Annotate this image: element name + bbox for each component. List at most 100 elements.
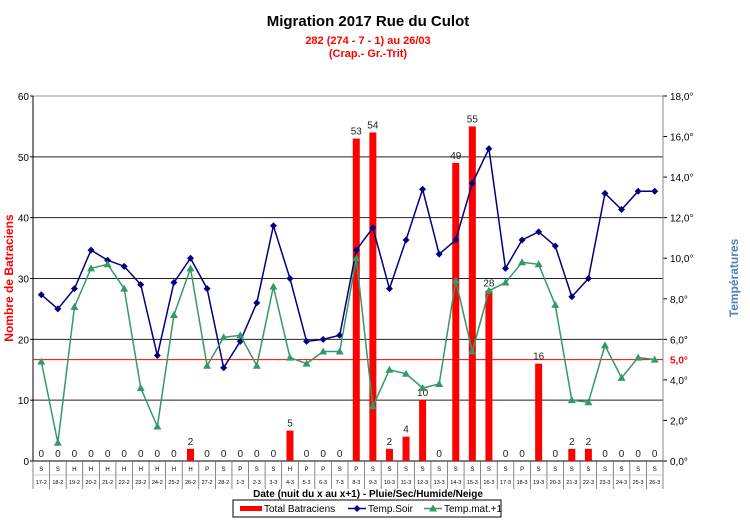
y-tick-label-right: 0,0° bbox=[670, 457, 688, 468]
legend bbox=[232, 499, 502, 518]
x-tick-label: 2-3 bbox=[253, 480, 261, 486]
x-tick-label: 16-3 bbox=[483, 480, 494, 486]
point-temp-soir bbox=[452, 236, 460, 244]
bar-data-label: 2 bbox=[188, 437, 194, 448]
point-temp-mat bbox=[169, 311, 178, 318]
bar-data-label: 2 bbox=[586, 437, 592, 448]
y-axis-label-left: Nombre de Batraciens bbox=[2, 214, 16, 342]
point-temp-soir bbox=[634, 187, 642, 195]
series-line-temp-mat bbox=[40, 258, 655, 443]
point-temp-mat bbox=[385, 365, 394, 373]
bar-data-label: 0 bbox=[237, 449, 243, 460]
y-tick-label-right: 6,0° bbox=[670, 335, 688, 346]
x-weather-label: P bbox=[520, 467, 524, 473]
x-tick-label: 17-2 bbox=[36, 480, 47, 486]
legend-swatch-bars bbox=[240, 506, 262, 511]
point-temp-mat bbox=[584, 398, 593, 406]
point-temp-mat bbox=[87, 264, 96, 272]
x-weather-label: S bbox=[636, 467, 640, 473]
bar bbox=[187, 448, 194, 461]
point-temp-soir bbox=[137, 281, 145, 289]
bar-data-label: 0 bbox=[271, 449, 277, 460]
point-temp-soir bbox=[435, 250, 443, 258]
reference-line-label: 5,0° bbox=[670, 356, 688, 367]
x-weather-label: S bbox=[371, 467, 375, 473]
legend-label: Total Batraciens bbox=[264, 504, 335, 515]
point-temp-soir bbox=[551, 242, 559, 250]
point-temp-mat bbox=[252, 361, 261, 369]
x-weather-label: H bbox=[72, 467, 76, 473]
x-weather-label: P bbox=[238, 467, 242, 473]
bar bbox=[385, 448, 393, 461]
x-weather-label: H bbox=[139, 467, 143, 473]
x-tick-label: 12-3 bbox=[417, 480, 428, 486]
bar-data-label: 0 bbox=[337, 449, 343, 460]
bar-data-label: 2 bbox=[387, 437, 393, 448]
point-temp-mat bbox=[53, 438, 62, 446]
x-axis-label: Date (nuit du x au x+1) - Pluie/Sec/Humi… bbox=[253, 489, 483, 500]
point-temp-mat bbox=[153, 422, 162, 430]
y-tick-label-right: 10,0° bbox=[670, 254, 693, 265]
x-weather-label: H bbox=[122, 467, 126, 473]
point-temp-soir bbox=[70, 285, 78, 293]
x-tick-label: 22-3 bbox=[583, 480, 594, 486]
point-temp-soir bbox=[485, 145, 493, 153]
x-weather-label: S bbox=[454, 467, 458, 473]
point-temp-soir bbox=[402, 236, 410, 244]
bar-data-label: 0 bbox=[105, 449, 111, 460]
point-temp-mat bbox=[186, 264, 195, 272]
point-temp-soir bbox=[601, 189, 609, 197]
bar-data-label: 0 bbox=[602, 449, 608, 460]
x-weather-label: S bbox=[603, 467, 607, 473]
legend-label: Temp.mat.+1 bbox=[444, 504, 503, 515]
point-temp-soir bbox=[187, 254, 194, 262]
x-weather-label: P bbox=[321, 467, 325, 473]
point-temp-soir bbox=[584, 275, 592, 282]
x-tick-label: 15-3 bbox=[467, 480, 478, 486]
point-temp-soir bbox=[336, 331, 344, 339]
point-temp-soir bbox=[352, 246, 360, 254]
point-temp-mat bbox=[103, 260, 112, 268]
bar-data-label: 0 bbox=[221, 449, 227, 460]
point-temp-mat bbox=[269, 282, 278, 290]
x-weather-label: H bbox=[188, 467, 192, 473]
point-temp-mat bbox=[203, 361, 212, 369]
x-weather-label: S bbox=[553, 467, 557, 473]
bar bbox=[369, 132, 377, 461]
point-temp-mat bbox=[335, 347, 344, 355]
bar-data-label: 0 bbox=[138, 449, 144, 460]
point-temp-mat bbox=[70, 302, 79, 310]
point-temp-mat bbox=[451, 276, 460, 284]
chart-subtitle: (Crap.- Gr.-Trit) bbox=[329, 48, 408, 60]
x-tick-label: 3-3 bbox=[269, 480, 277, 486]
x-weather-label: S bbox=[222, 467, 226, 473]
x-tick-label: 25-2 bbox=[168, 480, 179, 486]
bar bbox=[452, 162, 460, 461]
bar-data-label: 0 bbox=[635, 449, 641, 460]
point-temp-soir bbox=[319, 335, 327, 343]
y-tick-label-left: 40 bbox=[18, 214, 30, 225]
point-temp-soir bbox=[87, 246, 95, 254]
point-temp-mat bbox=[319, 347, 328, 355]
point-temp-mat bbox=[484, 286, 493, 294]
x-tick-label: 23-3 bbox=[599, 480, 610, 486]
point-temp-mat bbox=[551, 300, 560, 308]
point-temp-mat bbox=[634, 353, 643, 361]
point-temp-soir bbox=[220, 364, 228, 372]
bar-data-label: 0 bbox=[55, 449, 61, 460]
x-tick-label: 22-2 bbox=[119, 480, 130, 486]
x-tick-label: 24-2 bbox=[152, 480, 163, 486]
legend-label: Temp.Soir bbox=[368, 504, 414, 515]
x-tick-label: 18-3 bbox=[517, 480, 528, 486]
series-line-temp-soir bbox=[40, 146, 655, 370]
legend-marker-temp-soir bbox=[353, 505, 361, 512]
x-weather-label: S bbox=[570, 467, 574, 473]
bar-data-label: 4 bbox=[403, 425, 409, 436]
x-tick-label: 9-3 bbox=[369, 480, 377, 486]
bar-data-label: 0 bbox=[519, 449, 525, 460]
bar-data-label: 5 bbox=[287, 419, 293, 430]
bar-data-label: 0 bbox=[619, 449, 625, 460]
bar bbox=[419, 400, 427, 461]
point-temp-mat bbox=[37, 357, 46, 365]
